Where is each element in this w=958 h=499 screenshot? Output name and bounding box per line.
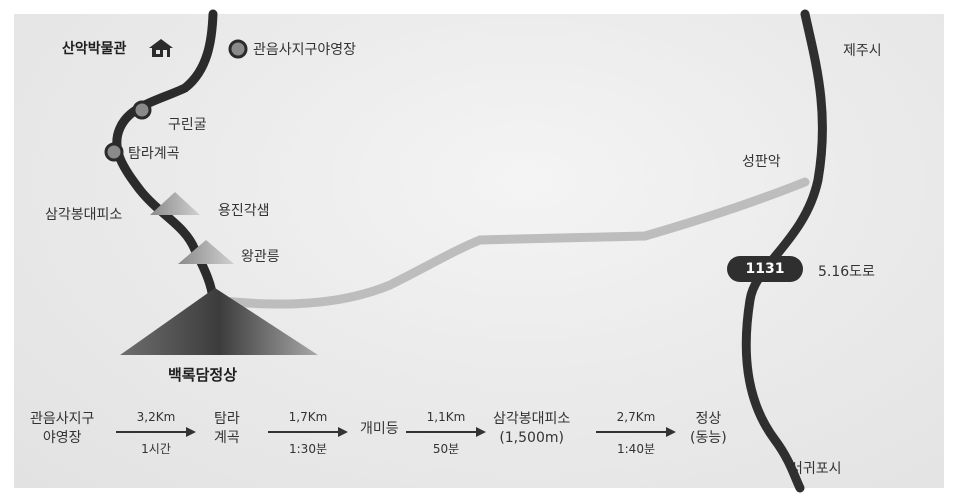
- course-stop-line2: (동능): [690, 430, 727, 446]
- segment-distance: 1,1Km: [426, 410, 466, 424]
- segment-time: 50분: [432, 442, 460, 456]
- label-seongpanak: 성판악: [742, 154, 781, 170]
- label-road-name: 5.16도로: [818, 264, 875, 280]
- label-yongjin-cave: 용진각샘: [218, 203, 270, 219]
- segment-time: 1시간: [141, 442, 171, 456]
- course-segment: 2,7Km 1:40분: [596, 410, 676, 460]
- marker-tamra-valley: [104, 142, 124, 162]
- course-stop: 탐라 계곡: [214, 410, 240, 448]
- label-gwaneumsa-campsite: 관음사지구야영장: [253, 42, 357, 58]
- marker-gurin-cave: [132, 100, 152, 120]
- arrow-right-icon: [666, 427, 676, 437]
- label-jeju-city: 제주시: [843, 43, 882, 59]
- course-segment: 1,1Km 50분: [406, 410, 486, 460]
- seongpanak-trail: [207, 177, 810, 309]
- museum-house-icon: [149, 39, 173, 57]
- segment-distance: 2,7Km: [616, 410, 656, 424]
- segment-arrow-line: [406, 431, 478, 433]
- course-stop-line1: 관음사지구: [30, 411, 95, 427]
- segment-arrow-line: [596, 431, 668, 433]
- road-516: [741, 9, 827, 493]
- label-sanak-museum: 산악박물관: [62, 41, 127, 57]
- label-gurin-cave: 구린굴: [168, 117, 207, 133]
- course-stop-line1: 탐라: [214, 411, 240, 427]
- course-stop: 개미등: [360, 420, 399, 439]
- segment-distance: 1,7Km: [288, 410, 328, 424]
- segment-distance: 3,2Km: [136, 410, 176, 424]
- segment-time: 1:40분: [617, 442, 655, 456]
- course-stop-line1: 삼각봉대피소: [493, 411, 571, 427]
- label-tamra-valley: 탐라계곡: [128, 146, 180, 162]
- samgak-peak: [150, 192, 200, 215]
- label-summit: 백록담정상: [168, 366, 238, 384]
- segment-arrow-line: [116, 431, 188, 433]
- road-number-badge: 1131: [727, 256, 803, 282]
- course-segment: 1,7Km 1:30분: [268, 410, 348, 460]
- segment-arrow-line: [268, 431, 340, 433]
- label-seogwipo-city: 서귀포시: [790, 461, 842, 477]
- course-stop: 삼각봉대피소 (1,500m): [493, 410, 570, 448]
- marker-campsite: [228, 39, 248, 59]
- course-stop-line2: (1,500m): [499, 430, 564, 446]
- segment-time: 1:30분: [289, 442, 327, 456]
- course-stop-line1: 정상: [695, 411, 722, 427]
- arrow-right-icon: [476, 427, 486, 437]
- course-segment: 3,2Km 1시간: [116, 410, 196, 460]
- arrow-right-icon: [338, 427, 348, 437]
- course-stop-line2: 야영장: [42, 430, 82, 446]
- wanggwan-peak: [178, 240, 234, 264]
- course-stop-line2: 계곡: [214, 430, 240, 446]
- label-samgak-shelter: 삼각봉대피소: [45, 207, 123, 223]
- course-stop-line1: 개미등: [360, 421, 399, 437]
- course-stop: 정상 (동능): [690, 410, 727, 448]
- arrow-right-icon: [186, 427, 196, 437]
- summit-mountain: [120, 288, 318, 355]
- course-stop: 관음사지구 야영장: [30, 410, 94, 448]
- label-wanggwan-peak: 왕관릉: [241, 249, 280, 265]
